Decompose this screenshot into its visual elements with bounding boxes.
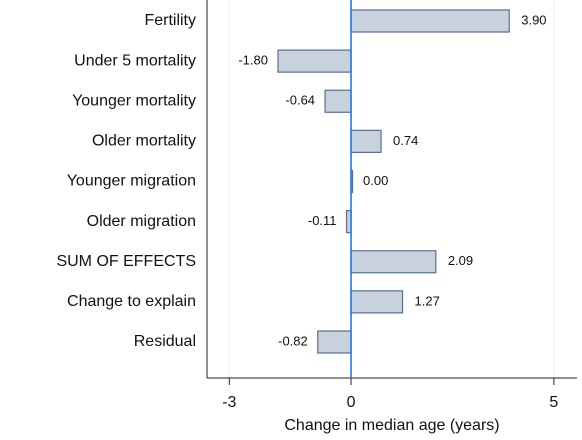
- bar: [350, 250, 437, 274]
- value-label: 3.90: [521, 12, 546, 27]
- bar: [277, 49, 352, 73]
- value-label: -0.64: [285, 93, 315, 108]
- y-tick-label: Younger migration: [67, 173, 196, 190]
- bar: [317, 330, 352, 354]
- y-tick-label: Change to explain: [67, 293, 196, 310]
- y-tick-label: Older migration: [87, 213, 196, 230]
- y-tick-label: Older mortality: [92, 133, 196, 150]
- bar: [324, 89, 352, 113]
- x-tick-label: -3: [222, 394, 236, 411]
- value-label: -0.11: [308, 213, 337, 228]
- value-label: 0.00: [363, 173, 388, 188]
- bar: [350, 290, 404, 314]
- bar: [350, 129, 382, 153]
- value-label: 2.09: [448, 253, 473, 268]
- y-tick-label: Younger mortality: [72, 92, 196, 109]
- value-label: -1.80: [238, 53, 268, 68]
- y-tick-label: Under 5 mortality: [74, 52, 196, 69]
- bar: [350, 9, 510, 33]
- y-tick-label: SUM OF EFFECTS: [56, 253, 196, 270]
- value-label: 0.74: [393, 133, 418, 148]
- x-tick-label: 0: [347, 394, 356, 411]
- y-tick-label: Fertility: [144, 12, 196, 29]
- value-label: 1.27: [415, 293, 440, 308]
- value-label: -0.82: [278, 333, 308, 348]
- y-tick-label: Residual: [134, 333, 196, 350]
- x-tick-label: 5: [549, 394, 558, 411]
- x-axis-label: Change in median age (years): [284, 417, 499, 434]
